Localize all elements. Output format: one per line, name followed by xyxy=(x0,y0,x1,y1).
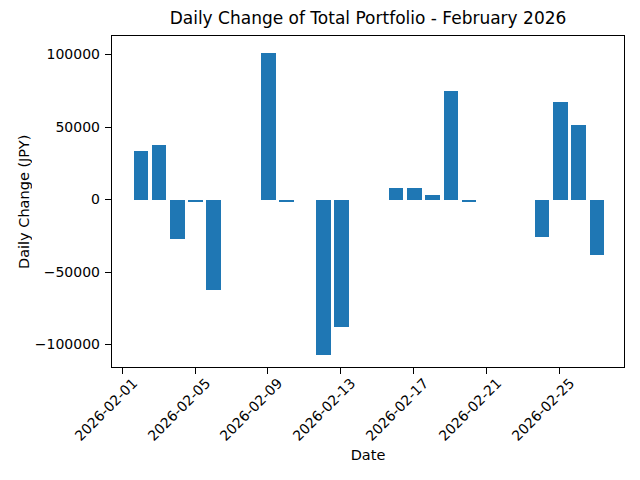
bar xyxy=(279,200,294,202)
bar xyxy=(170,200,185,239)
bar xyxy=(134,151,149,200)
bar xyxy=(590,200,605,255)
bar xyxy=(571,125,586,200)
x-axis-tick xyxy=(340,368,341,374)
bar xyxy=(553,102,568,201)
bar xyxy=(152,145,167,200)
bar xyxy=(334,200,349,327)
bar xyxy=(206,200,221,290)
bar xyxy=(316,200,331,354)
bar xyxy=(188,200,203,202)
bar xyxy=(261,53,276,201)
y-axis-tick xyxy=(105,54,111,55)
y-axis-tick xyxy=(105,199,111,200)
x-axis-tick xyxy=(486,368,487,374)
bar xyxy=(425,195,440,201)
x-axis-tick xyxy=(122,368,123,374)
y-tick-label: 50000 xyxy=(0,118,100,136)
y-tick-label: 0 xyxy=(0,190,100,208)
y-axis-tick xyxy=(105,272,111,273)
bar xyxy=(462,200,477,202)
chart-title: Daily Change of Total Portfolio - Februa… xyxy=(111,9,625,28)
x-axis-tick xyxy=(267,368,268,374)
plot-area xyxy=(111,35,625,368)
y-axis-tick xyxy=(105,127,111,128)
y-tick-label: −50000 xyxy=(0,263,100,281)
figure: Daily Change of Total Portfolio - Februa… xyxy=(0,0,640,480)
x-axis-tick xyxy=(559,368,560,374)
bar xyxy=(407,188,422,200)
y-axis-tick xyxy=(105,344,111,345)
y-tick-label: 100000 xyxy=(0,45,100,63)
bar xyxy=(389,188,404,200)
y-tick-label: −100000 xyxy=(0,335,100,353)
x-axis-tick xyxy=(413,368,414,374)
bar xyxy=(535,200,550,237)
x-tick-label: 2026-02-25 xyxy=(453,375,577,480)
x-axis-tick xyxy=(195,368,196,374)
bar xyxy=(444,91,459,200)
